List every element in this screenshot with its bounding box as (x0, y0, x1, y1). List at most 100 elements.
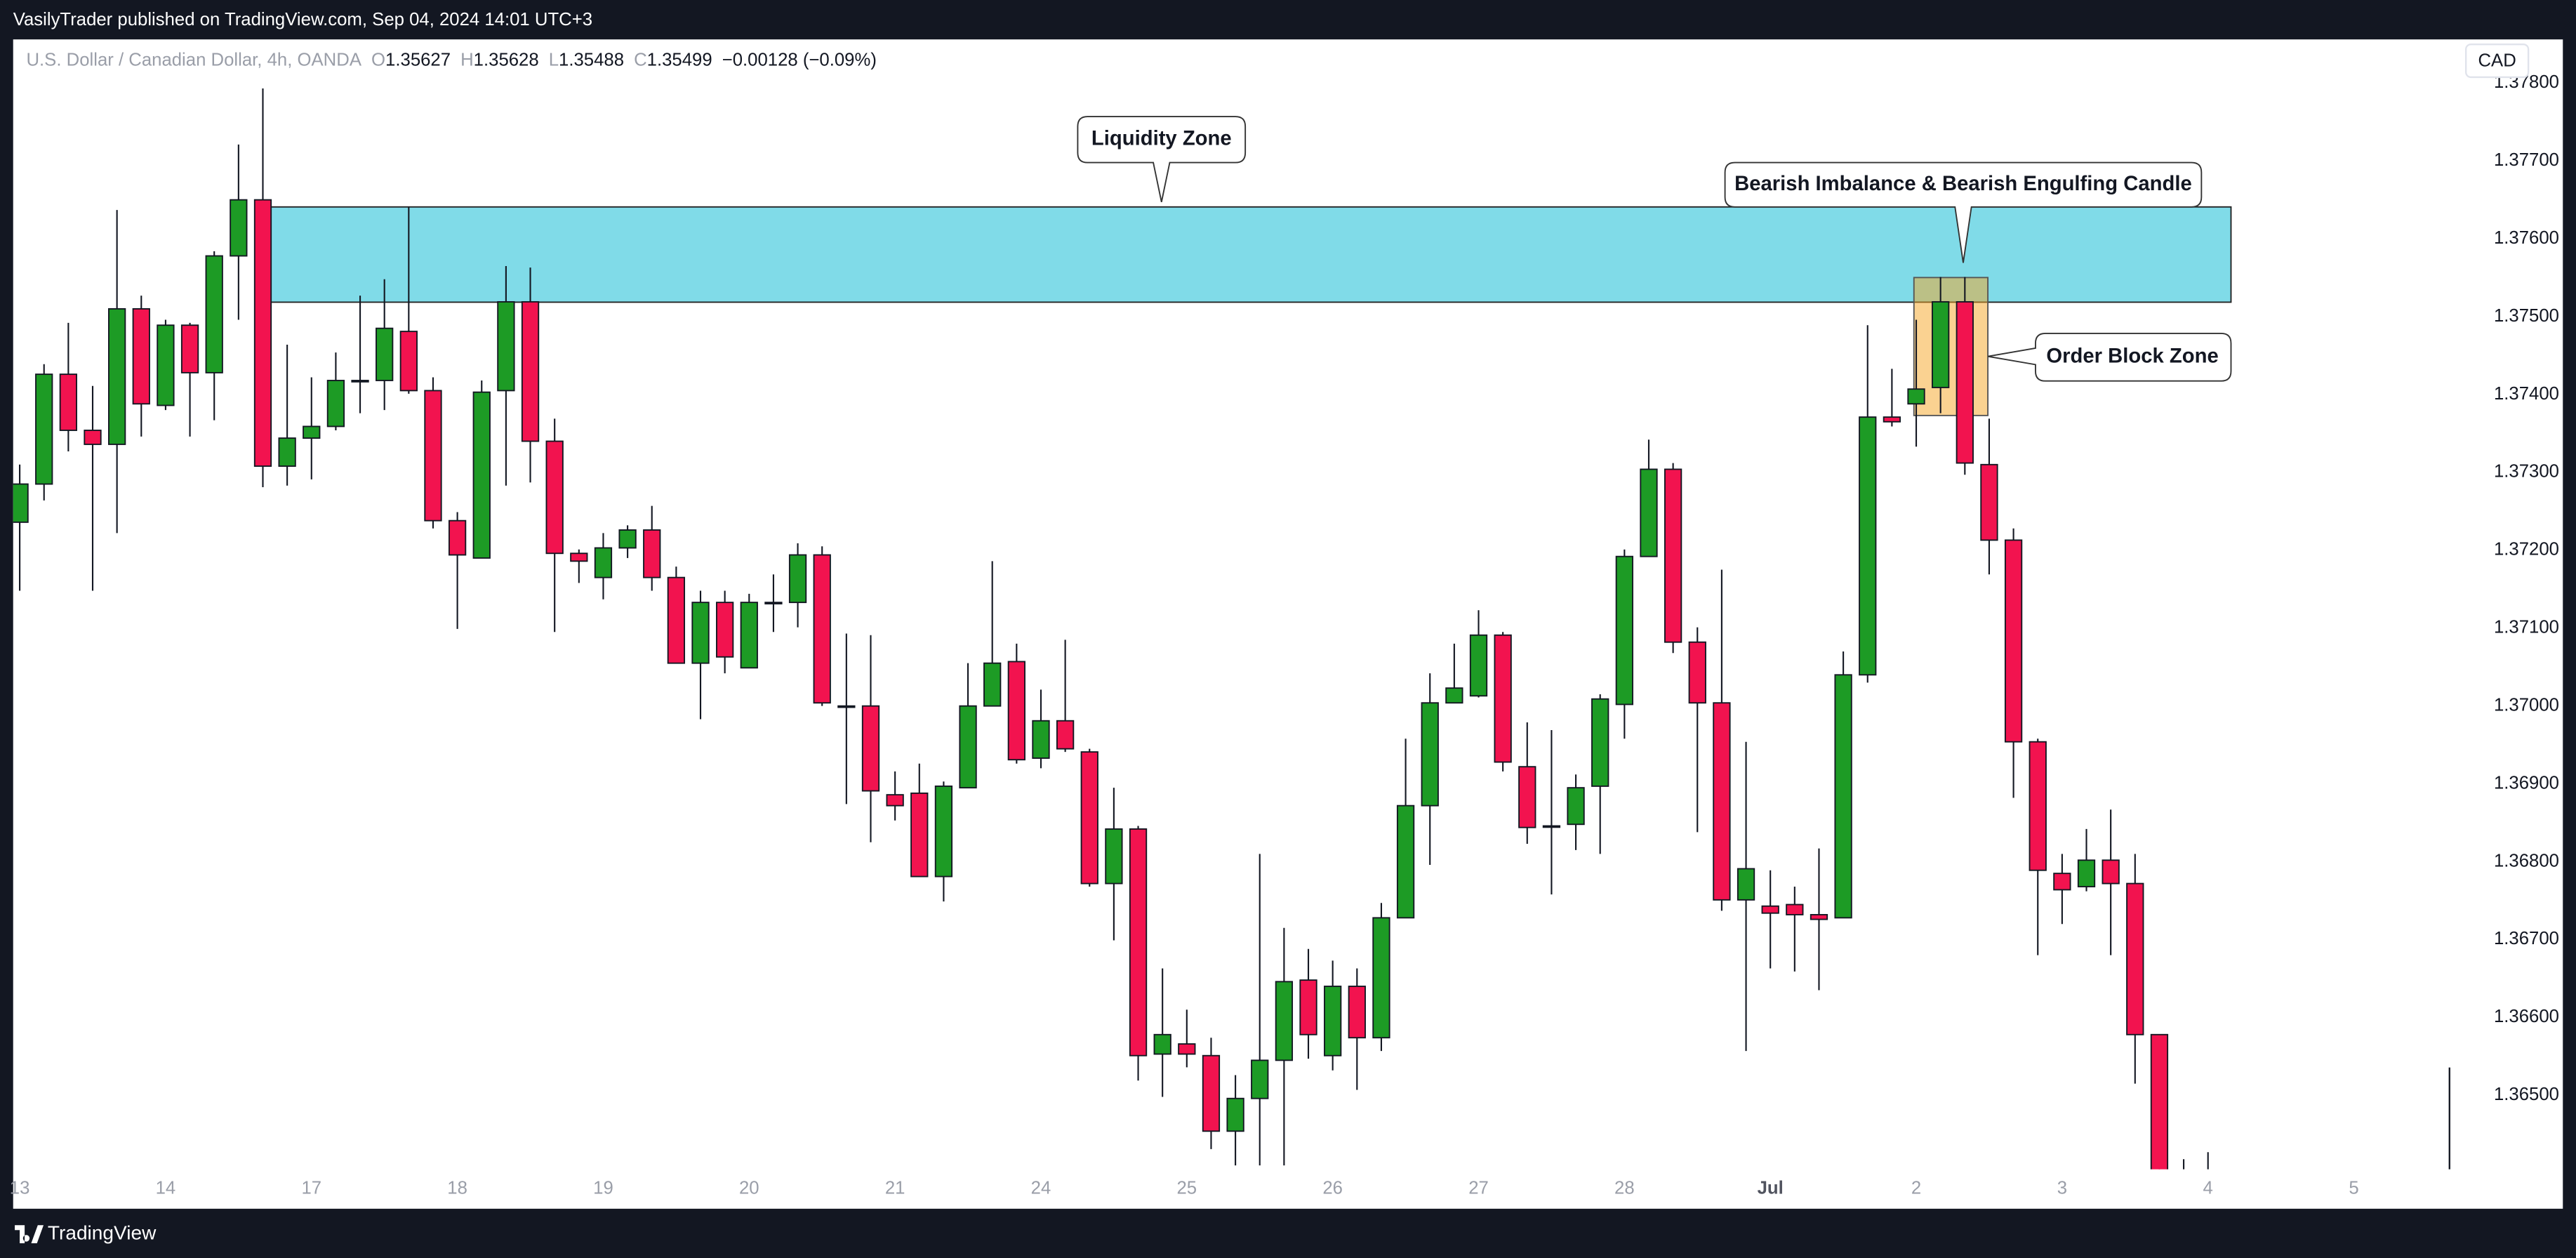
candle-body (448, 519, 467, 556)
ohlc-value: 1.35499 (647, 50, 712, 69)
y-tick-label: 1.36600 (2494, 1007, 2559, 1026)
candle-body (278, 437, 296, 467)
x-tick-label: 24 (1031, 1179, 1051, 1198)
ohlc-value: 1.35628 (474, 50, 539, 69)
candle-body (1178, 1043, 1196, 1055)
candle-body (1396, 805, 1415, 919)
candle-body (1664, 468, 1682, 643)
y-tick-label: 1.36700 (2494, 929, 2559, 948)
candle-body (13, 483, 29, 523)
legend: U.S. Dollar / Canadian Dollar, 4h, OANDA… (26, 50, 877, 69)
candle-body (1859, 416, 1877, 676)
candle-body (1056, 720, 1075, 750)
price-axis: 1.36500 1.36600 1.36700 1.36800 1.36900 1.370… (2494, 72, 2559, 1104)
candle-body (861, 705, 880, 792)
candle-body (1129, 828, 1148, 1057)
candle-body (2126, 882, 2144, 1035)
y-tick-label: 1.37600 (2494, 228, 2559, 248)
candle-body (1032, 720, 1050, 759)
candle-body (1445, 687, 1463, 704)
candle-body (2004, 539, 2023, 743)
x-tick-label: 21 (885, 1179, 905, 1198)
callout-box (1077, 116, 1247, 202)
x-tick-label: 28 (1614, 1179, 1635, 1198)
candle-body (691, 602, 710, 664)
candle-body (934, 785, 953, 878)
candle-body (108, 308, 126, 445)
candle-body (837, 705, 856, 708)
annotation: Order Block Zone (2046, 345, 2218, 368)
y-tick-label: 1.37400 (2494, 384, 2559, 404)
candle-body (716, 602, 734, 658)
candle-body (1469, 634, 1488, 697)
y-tick-label: 1.37300 (2494, 462, 2559, 482)
candle-body (205, 255, 223, 373)
x-tick-label: 19 (593, 1179, 613, 1198)
candle-body (326, 380, 345, 428)
published-note: VasilyTrader published on TradingView.co… (13, 10, 592, 29)
candle-body (740, 602, 758, 669)
candle-body (618, 529, 637, 549)
candle-body (1494, 634, 1512, 763)
candle-body (1810, 914, 1828, 920)
candle-body (2029, 741, 2047, 871)
candle-body (788, 554, 807, 604)
candle-body (230, 199, 248, 257)
candle-body (1275, 981, 1294, 1061)
candle-body (1615, 555, 1633, 706)
candle-body (180, 324, 199, 373)
candle-body (983, 662, 1002, 707)
candle-body (351, 380, 369, 383)
drawings (260, 206, 2232, 416)
x-tick-label: 27 (1468, 1179, 1489, 1198)
time-axis: 13 14 17 18 19 20 21 24 25 26 27 28 Jul 2 3 4 5 (10, 1179, 2359, 1198)
candle-body (1883, 416, 1901, 423)
y-tick-label: 1.36800 (2494, 851, 2559, 870)
candle-body (472, 391, 491, 559)
callout-box (1987, 332, 2232, 382)
x-tick-label: 13 (10, 1179, 30, 1198)
x-tick-label: 18 (447, 1179, 467, 1198)
candle-body (594, 547, 613, 578)
candle-body (1153, 1033, 1171, 1055)
candle-body (1956, 301, 1974, 464)
candle-body (84, 430, 102, 445)
candle-body (1202, 1054, 1221, 1132)
annotation: Bearish Imbalance & Bearish Engulfing Ca… (1734, 173, 2192, 195)
currency[interactable]: CAD (2478, 51, 2516, 71)
x-tick-label: 2 (1911, 1179, 1921, 1198)
ohlc-label: O (371, 50, 385, 69)
y-tick-label: 1.36900 (2494, 773, 2559, 793)
x-tick-label: 14 (156, 1179, 176, 1198)
candle-body (1080, 751, 1098, 885)
candle-body (1007, 661, 1025, 761)
candle-body (497, 301, 515, 392)
candle-body (1980, 463, 1998, 541)
candle-body (521, 301, 540, 442)
candle-body (2102, 859, 2120, 885)
callouts: Liquidity Zone Bearish Imbalance & Beari… (1077, 116, 2232, 382)
candle-body (1324, 986, 1342, 1057)
candle-body (643, 529, 661, 578)
x-tick-label: 5 (2349, 1179, 2358, 1198)
logo (15, 1225, 44, 1243)
candle-body (35, 373, 53, 485)
candle-body (1372, 917, 1390, 1039)
candle-body (1105, 828, 1123, 885)
y-tick-label: 1.37000 (2494, 695, 2559, 715)
candle-body (764, 602, 783, 604)
candle-body (157, 324, 175, 406)
y-tick-label: 1.37500 (2494, 306, 2559, 326)
x-tick-label: 3 (2057, 1179, 2067, 1198)
candle-body (1713, 702, 1731, 901)
candle-body (1226, 1097, 1244, 1132)
candle-body (1688, 641, 1706, 704)
candle-body (1932, 301, 1950, 388)
currency-button[interactable] (2465, 43, 2530, 79)
candle-body (253, 199, 272, 467)
candle-body (1834, 674, 1852, 919)
candle-body (1251, 1059, 1269, 1099)
ohlc-label: H (460, 50, 474, 69)
callout-box (1724, 161, 2203, 263)
candle-body (1591, 698, 1609, 787)
